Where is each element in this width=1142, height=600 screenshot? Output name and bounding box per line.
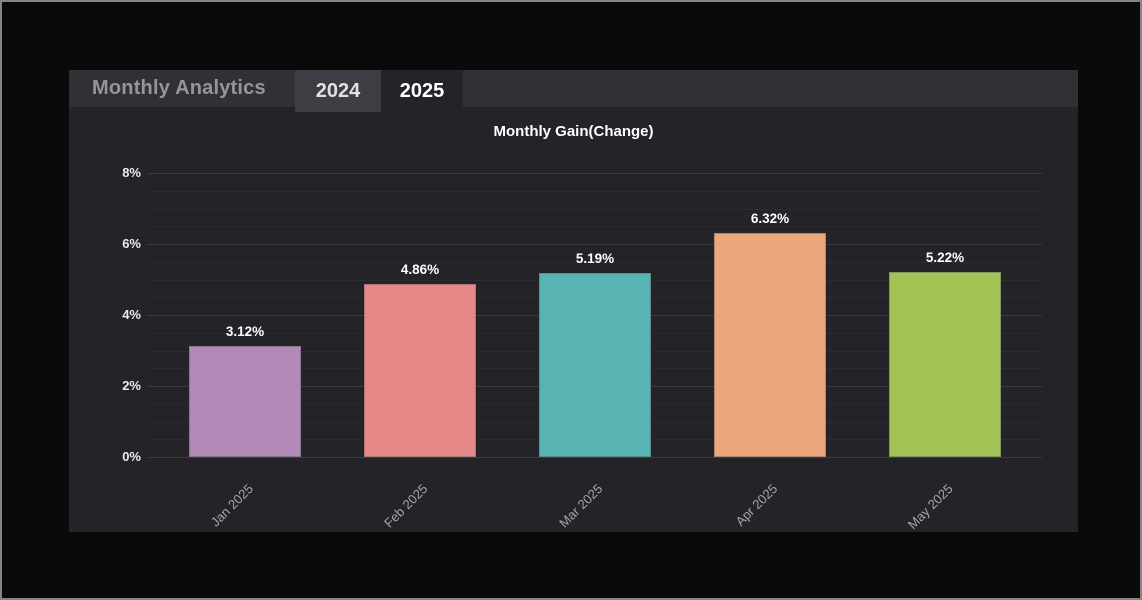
y-axis-tick-label: 0% xyxy=(122,449,141,464)
major-gridline xyxy=(147,457,1042,458)
chart-title: Monthly Gain(Change) xyxy=(493,123,654,140)
y-axis-tick-label: 2% xyxy=(122,378,141,393)
bar-value-label: 5.19% xyxy=(575,250,615,266)
panel-header: Monthly Analytics xyxy=(69,70,1078,107)
minor-gridline xyxy=(147,226,1042,228)
bar-feb-2025[interactable] xyxy=(364,284,476,457)
bar-chart: Monthly Gain(Change) 0% 2% 4% 6% 8% 3.12% Jan … xyxy=(69,70,1078,532)
x-axis-category-label: Apr 2025 xyxy=(732,481,781,529)
analytics-panel: Monthly Analytics 2024 2025 Monthly Gain… xyxy=(69,70,1078,532)
bar-value-label: 4.86% xyxy=(400,262,440,278)
bar-value-label: 5.22% xyxy=(925,249,965,265)
panel-title: Monthly Analytics xyxy=(92,77,266,99)
x-axis-category-label: Mar 2025 xyxy=(556,481,606,531)
bar-mar-2025[interactable] xyxy=(539,272,651,457)
bar-value-label: 3.12% xyxy=(225,324,265,340)
bar-may-2025[interactable] xyxy=(889,271,1001,457)
minor-gridline xyxy=(147,208,1042,210)
tab-2024[interactable]: 2024 xyxy=(295,70,381,112)
bar-apr-2025[interactable] xyxy=(714,232,826,457)
y-axis-tick-label: 6% xyxy=(122,236,141,251)
y-axis-tick-label: 4% xyxy=(122,307,141,322)
y-axis-tick-label: 8% xyxy=(122,165,141,180)
x-axis-category-label: Jan 2025 xyxy=(207,481,256,530)
major-gridline xyxy=(147,173,1042,174)
minor-gridline xyxy=(147,261,1042,263)
bar-jan-2025[interactable] xyxy=(189,346,301,457)
minor-gridline xyxy=(147,190,1042,192)
tab-2025[interactable]: 2025 xyxy=(381,70,463,112)
x-axis-category-label: Feb 2025 xyxy=(381,481,431,531)
major-gridline xyxy=(147,244,1042,245)
x-axis-category-label: May 2025 xyxy=(904,481,956,532)
bar-value-label: 6.32% xyxy=(750,210,790,226)
